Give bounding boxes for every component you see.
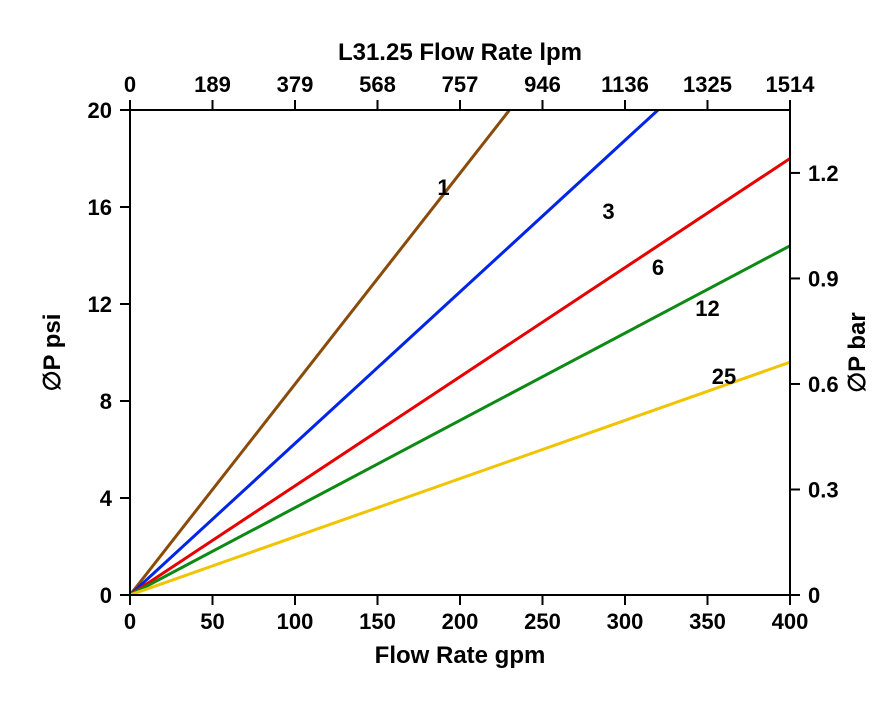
x-bottom-tick-label: 50: [200, 609, 224, 634]
series-label-3: 3: [602, 199, 614, 224]
x-bottom-tick-label: 200: [442, 609, 479, 634]
x-top-tick-label: 1136: [601, 72, 649, 97]
y-right-tick-label: 1.2: [808, 161, 839, 186]
x-bottom-tick-label: 0: [124, 609, 136, 634]
x-top-tick-label: 568: [359, 72, 396, 97]
x-top-tick-label: 946: [524, 72, 561, 97]
x-bottom-title: Flow Rate gpm: [375, 642, 546, 669]
y-left-tick-label: 20: [88, 98, 112, 123]
y-right-tick-label: 0: [808, 583, 820, 608]
y-left-tick-label: 12: [88, 292, 112, 317]
series-label-1: 1: [437, 175, 449, 200]
x-bottom-tick-label: 150: [359, 609, 396, 634]
x-bottom-tick-label: 400: [772, 609, 809, 634]
x-top-tick-label: 0: [124, 72, 136, 97]
x-bottom-tick-label: 350: [689, 609, 726, 634]
x-top-tick-label: 189: [194, 72, 231, 97]
chart-container: 1361225050100150200250300350400Flow Rate…: [0, 0, 886, 702]
flow-pressure-chart: 1361225050100150200250300350400Flow Rate…: [0, 0, 886, 702]
x-bottom-tick-label: 100: [277, 609, 314, 634]
x-top-tick-label: 1514: [766, 72, 816, 97]
series-label-12: 12: [695, 296, 719, 321]
series-label-25: 25: [712, 364, 736, 389]
chart-background: [0, 0, 886, 702]
x-top-title: L31.25 Flow Rate lpm: [338, 39, 582, 66]
x-top-tick-label: 379: [277, 72, 314, 97]
y-left-tick-label: 8: [100, 389, 112, 414]
y-right-tick-label: 0.9: [808, 266, 839, 291]
y-right-tick-label: 0.3: [808, 477, 839, 502]
x-top-tick-label: 1325: [683, 72, 732, 97]
x-bottom-tick-label: 300: [607, 609, 644, 634]
y-left-title: ∅P psi: [39, 314, 66, 392]
y-right-title: ∅P bar: [844, 312, 871, 393]
y-left-tick-label: 16: [88, 195, 112, 220]
y-right-tick-label: 0.6: [808, 372, 839, 397]
y-left-tick-label: 4: [100, 486, 113, 511]
y-left-tick-label: 0: [100, 583, 112, 608]
x-bottom-tick-label: 250: [524, 609, 561, 634]
x-top-tick-label: 757: [442, 72, 479, 97]
series-label-6: 6: [652, 255, 664, 280]
